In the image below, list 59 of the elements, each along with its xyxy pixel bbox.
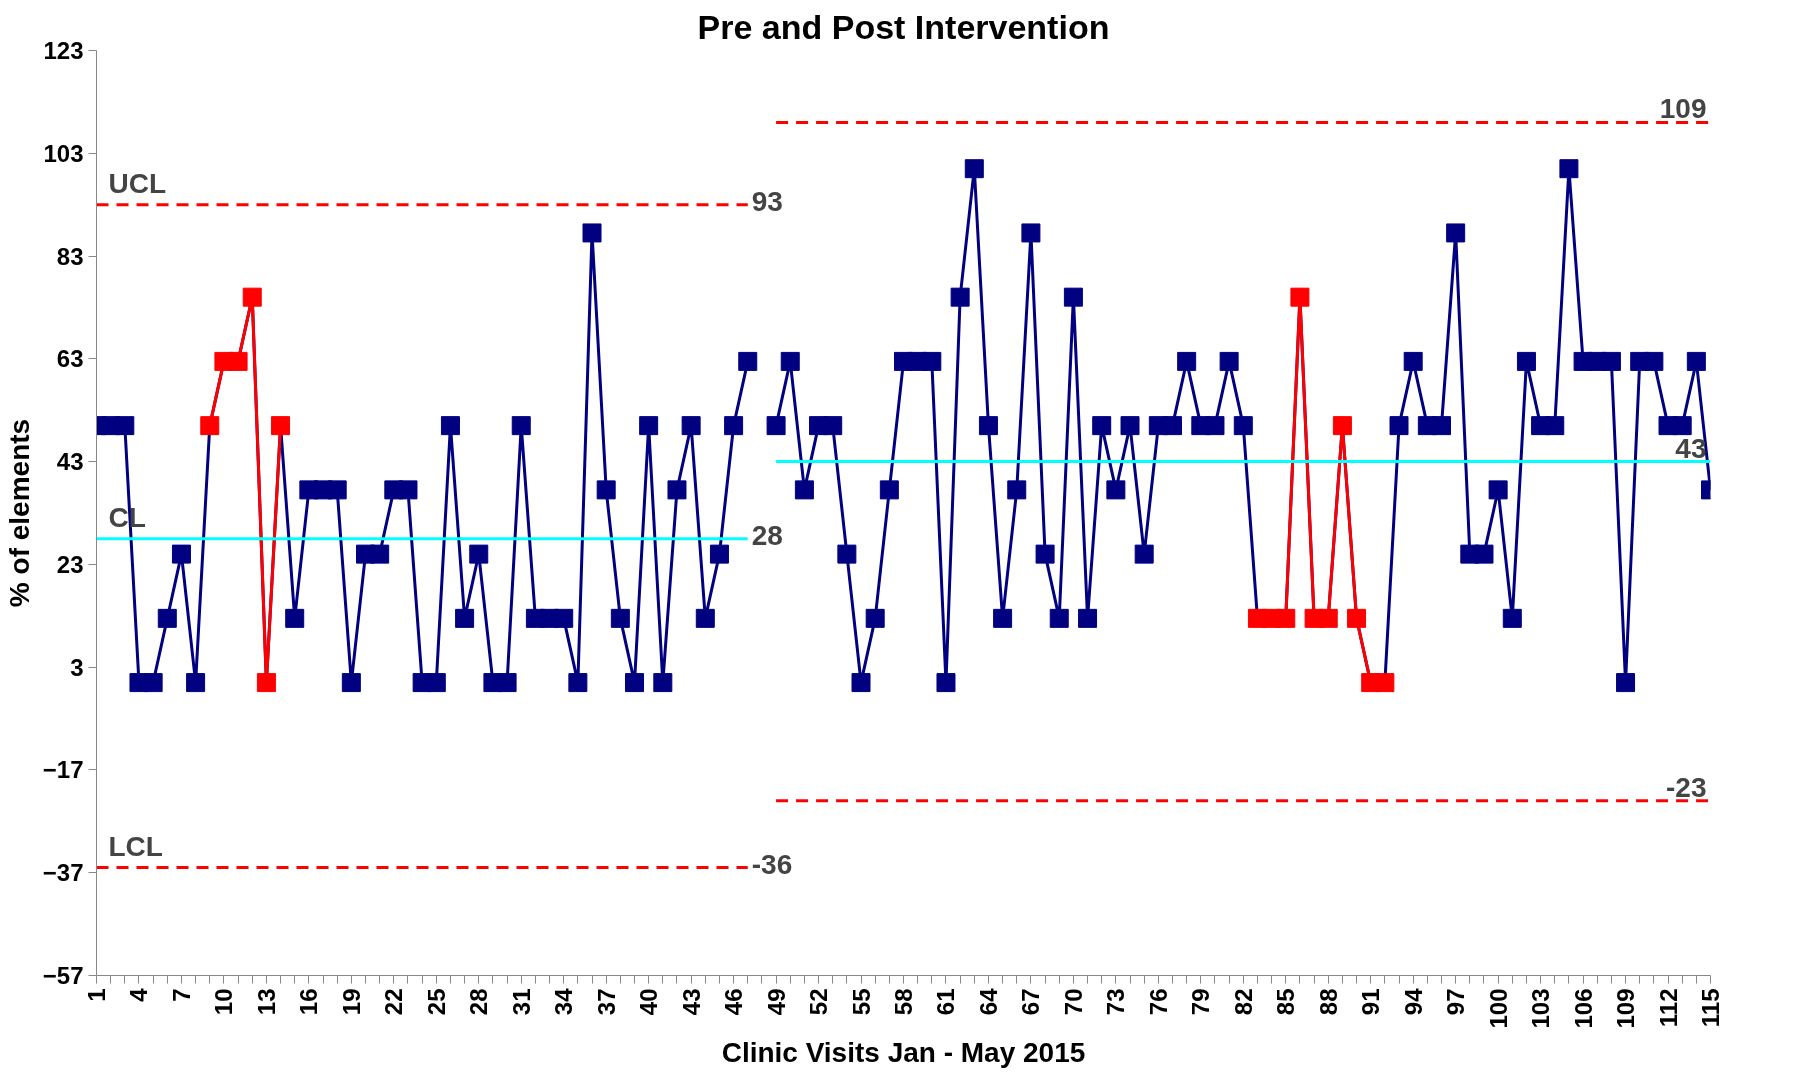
x-tick-label: 58: [890, 988, 917, 1016]
x-tick-label: 34: [550, 987, 578, 1016]
x-tick-label: 100: [1484, 988, 1512, 1029]
series-label: UCL: [108, 167, 167, 199]
x-tick-label: 10: [210, 988, 238, 1016]
x-tick-label: 97: [1442, 988, 1470, 1016]
x-tick-label: 16: [295, 988, 323, 1016]
x-tick-label: 25: [422, 988, 450, 1016]
chart-title: Pre and Post Intervention: [697, 7, 1110, 46]
data-label: -36: [751, 848, 793, 880]
x-tick-label: 61: [932, 988, 960, 1016]
y-tick-label: 123: [43, 37, 84, 64]
x-tick-label: 85: [1272, 988, 1300, 1016]
y-tick-label: −57: [42, 962, 84, 989]
y-tick-label: −17: [42, 756, 84, 784]
y-tick-label: 43: [56, 448, 84, 476]
x-tick-label: 82: [1229, 988, 1257, 1016]
data-label: 28: [751, 519, 783, 551]
data-label: 93: [751, 185, 783, 217]
x-tick-label: 64: [974, 987, 1002, 1016]
y-tick-label: 3: [70, 653, 84, 681]
x-tick-label: 52: [805, 988, 833, 1016]
x-tick-label: 70: [1059, 988, 1087, 1016]
x-tick-label: 37: [592, 988, 620, 1016]
x-tick-label: 19: [337, 988, 365, 1016]
x-tick-label: 94: [1399, 987, 1427, 1016]
y-tick-label: −37: [42, 859, 84, 887]
x-tick-label: 88: [1314, 988, 1342, 1016]
series-label: LCL: [108, 830, 163, 862]
x-tick-label: 49: [762, 988, 790, 1016]
x-tick-label: 73: [1102, 988, 1130, 1016]
y-tick-label: 83: [56, 242, 84, 270]
x-tick-label: 40: [635, 988, 663, 1016]
x-tick-label: 76: [1144, 988, 1172, 1016]
x-tick-label: 4: [125, 987, 153, 1002]
x-tick-label: 22: [380, 988, 408, 1016]
x-tick-label: 109: [1612, 988, 1640, 1029]
x-tick-label: 43: [677, 988, 705, 1016]
y-tick-label: 103: [43, 139, 84, 167]
y-axis-title: % of elements: [3, 418, 35, 608]
x-tick-label: 79: [1187, 988, 1215, 1016]
y-tick-label: 23: [56, 550, 84, 578]
x-tick-label: 115: [1697, 988, 1724, 1028]
x-tick-label: 112: [1654, 988, 1682, 1028]
x-tick-label: 1: [83, 988, 110, 1002]
x-tick-label: 28: [465, 988, 493, 1016]
x-tick-label: 106: [1569, 988, 1597, 1029]
x-tick-label: 13: [252, 988, 280, 1016]
x-tick-label: 55: [847, 988, 875, 1016]
x-tick-label: 31: [507, 988, 535, 1016]
x-tick-label: 103: [1527, 988, 1555, 1029]
x-axis-title: Clinic Visits Jan - May 2015: [721, 1036, 1086, 1068]
data-label: 109: [1659, 93, 1707, 125]
x-tick-label: 67: [1017, 988, 1045, 1016]
x-tick-label: 91: [1357, 988, 1385, 1016]
y-tick-label: 63: [56, 345, 84, 373]
data-label: -23: [1666, 771, 1707, 803]
x-tick-label: 7: [167, 988, 195, 1002]
x-tick-label: 46: [720, 988, 748, 1016]
